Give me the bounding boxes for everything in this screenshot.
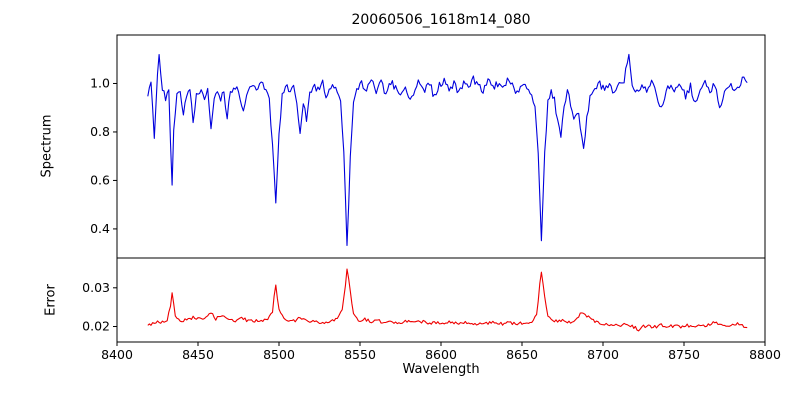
- x-tick-label: 8650: [506, 347, 538, 362]
- spectrum-panel-border: [116, 34, 766, 259]
- y-tick-label: 0.4: [90, 221, 110, 236]
- error-y-axis-label: Error: [43, 284, 59, 316]
- x-axis-label: Wavelength: [402, 362, 480, 377]
- chart-title: 20060506_1618m14_080: [351, 12, 531, 28]
- x-tick-label: 8600: [425, 347, 457, 362]
- x-tick-label: 8800: [749, 347, 781, 362]
- error-line: [147, 268, 748, 332]
- y-tick-label: 1.0: [90, 75, 110, 90]
- spectrum-y-axis-label: Spectrum: [39, 114, 55, 178]
- y-tick-label: 0.8: [90, 124, 110, 139]
- y-tick-label: 0.6: [90, 172, 110, 187]
- y-tick-label: 0.02: [82, 319, 110, 334]
- x-tick-label: 8400: [101, 347, 133, 362]
- x-tick-label: 8550: [344, 347, 376, 362]
- x-tick-label: 8750: [668, 347, 700, 362]
- x-tick-label: 8450: [182, 347, 214, 362]
- error-panel-border: [116, 257, 766, 343]
- x-tick-label: 8700: [587, 347, 619, 362]
- spectrum-line: [147, 53, 748, 247]
- x-tick-label: 8500: [263, 347, 295, 362]
- y-tick-label: 0.03: [82, 280, 110, 295]
